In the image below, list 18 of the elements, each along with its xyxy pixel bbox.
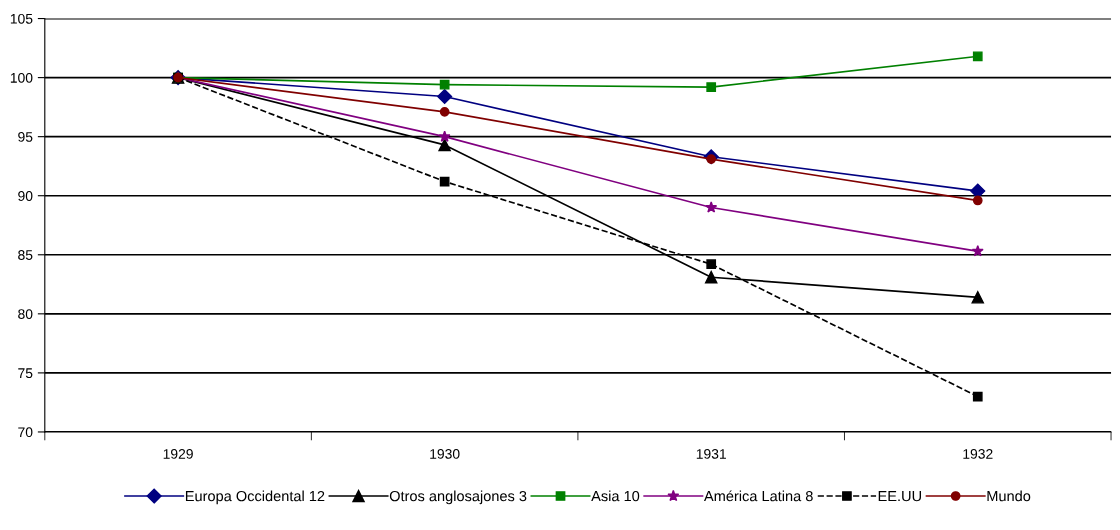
legend-label: Mundo <box>987 490 1031 502</box>
y-tick-label: 105 <box>10 13 33 24</box>
y-tick-label: 85 <box>18 250 33 260</box>
legend-label: América Latina 8 <box>703 490 813 502</box>
legend-label: Otros anglosajones 3 <box>389 490 527 505</box>
y-tick-label: 80 <box>18 309 33 319</box>
y-tick-label: 100 <box>10 72 33 83</box>
y-tick-label: 95 <box>18 132 33 142</box>
x-tick-label: 1932 <box>963 448 993 459</box>
legend-label: EE.UU <box>878 491 921 502</box>
legend-label: Europa Occidental 12 <box>185 490 325 505</box>
x-tick-label: 1930 <box>430 448 460 459</box>
y-tick-label: 70 <box>18 427 33 438</box>
y-tick-label: 90 <box>18 191 33 201</box>
legend-label: Asia 10 <box>591 490 640 502</box>
y-tick-label: 75 <box>18 368 33 379</box>
x-tick-label: 1931 <box>696 448 726 459</box>
x-tick-label: 1929 <box>163 448 193 459</box>
